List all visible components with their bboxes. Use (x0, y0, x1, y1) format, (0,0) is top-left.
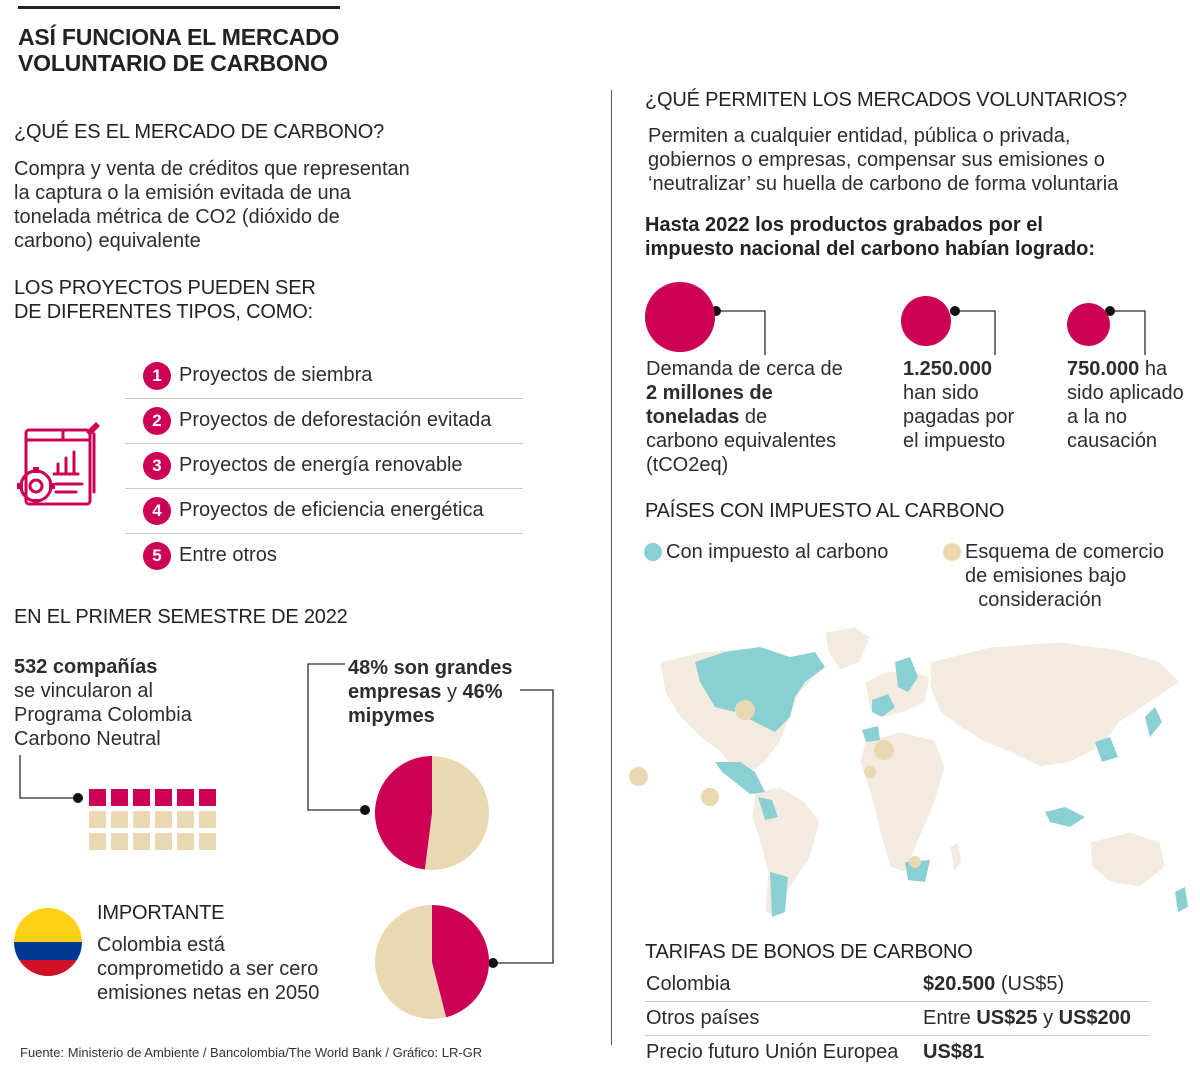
permiten-heading: ¿QUÉ PERMITEN LOS MERCADOS VOLUNTARIOS? (645, 89, 1127, 111)
grid-square (89, 789, 106, 806)
pie-mipymes (375, 905, 490, 1019)
list-number: 1 (143, 362, 171, 390)
hasta-heading: Hasta 2022 los productos grabados por el… (645, 214, 1096, 260)
grid-square (111, 833, 128, 850)
grid-square (199, 789, 216, 806)
list-label: Proyectos de eficiencia energética (179, 499, 484, 521)
pie-caption: 48% son grandes empresas y 46% mipymes (348, 657, 513, 727)
grid-square (199, 811, 216, 828)
legend-label-tax: Con impuesto al carbono (666, 541, 889, 563)
table-cell-value: Entre US$25 y US$200 (923, 1007, 1131, 1029)
grid-square (89, 833, 106, 850)
pie2-slice-value (432, 905, 490, 1018)
table-cell-value: $20.500 (US$5) (923, 973, 1065, 995)
list-label: Proyectos de energía renovable (179, 454, 463, 476)
map-marker-hawaii (629, 767, 648, 786)
list-number: 3 (143, 452, 171, 480)
bubble-small (1067, 303, 1110, 346)
list-item: 4 Proyectos de eficiencia energética (125, 489, 523, 534)
importante-text: Colombia está comprometido a ser cero em… (97, 934, 320, 1004)
list-label: Proyectos de siembra (179, 364, 373, 386)
pie1-slice-value (375, 756, 432, 870)
legend-swatch-scheme (943, 543, 961, 561)
list-number: 2 (143, 407, 171, 435)
grid-square (155, 811, 172, 828)
table-row: Precio futuro Unión Europea US$81 (645, 1036, 1150, 1069)
colombia-flag-icon (14, 908, 82, 976)
source-note: Fuente: Ministerio de Ambiente / Bancolo… (20, 1045, 483, 1060)
companies-text: 532 compañías se vincularon al Programa … (14, 656, 192, 750)
bubble-large (645, 282, 715, 352)
table-row: Otros países Entre US$25 y US$200 (645, 1002, 1150, 1036)
grid-square (111, 811, 128, 828)
grid-square (177, 811, 194, 828)
list-item: 5 Entre otros (125, 534, 523, 578)
page-title: ASÍ FUNCIONA EL MERCADO VOLUNTARIO DE CA… (18, 24, 340, 76)
stat-pagadas: 1.250.000 han sido pagadas por el impues… (903, 358, 1015, 452)
legend-label-scheme: Esquema de comercio de emisiones bajo co… (965, 541, 1164, 611)
grid-square (155, 833, 172, 850)
grid-square (133, 789, 150, 806)
tarifas-heading: TARIFAS DE BONOS DE CARBONO (645, 941, 973, 963)
paises-heading: PAÍSES CON IMPUESTO AL CARBONO (645, 500, 1005, 522)
table-cell-label: Colombia (646, 973, 731, 995)
table-cell-label: Precio futuro Unión Europea (646, 1041, 899, 1063)
grid-square (111, 789, 128, 806)
list-item: 3 Proyectos de energía renovable (125, 444, 523, 489)
list-item: 1 Proyectos de siembra (125, 354, 523, 399)
grid-square (199, 833, 216, 850)
que-es-text: Compra y venta de créditos que represent… (14, 158, 410, 252)
list-label: Entre otros (179, 544, 277, 566)
world-map-icon (659, 626, 1188, 918)
business-report-gear-icon (17, 422, 100, 506)
grid-square (133, 811, 150, 828)
list-number: 5 (143, 542, 171, 570)
table-cell-label: Otros países (646, 1007, 760, 1029)
list-item: 2 Proyectos de deforestación evitada (125, 399, 523, 444)
grid-square (177, 789, 194, 806)
que-es-heading: ¿QUÉ ES EL MERCADO DE CARBONO? (14, 121, 384, 143)
grid-square (89, 811, 106, 828)
proyectos-heading: LOS PROYECTOS PUEDEN SER DE DIFERENTES T… (14, 277, 316, 323)
pie-grandes-empresas (375, 756, 489, 870)
grid-square (133, 833, 150, 850)
list-label: Proyectos de deforestación evitada (179, 409, 492, 431)
stat-no-causacion: 750.000 ha sido aplicado a la no causaci… (1067, 358, 1184, 452)
table-cell-value: US$81 (923, 1041, 985, 1063)
legend-swatch-tax (644, 543, 662, 561)
semestre-heading: EN EL PRIMER SEMESTRE DE 2022 (14, 606, 348, 628)
grid-square (155, 789, 172, 806)
list-number: 4 (143, 497, 171, 525)
permiten-text: Permiten a cualquier entidad, pública o … (648, 125, 1119, 195)
stat-demanda: Demanda de cerca de 2 millones de tonela… (646, 358, 843, 476)
column-divider (611, 90, 612, 1045)
title-rule (18, 6, 340, 9)
importante-heading: IMPORTANTE (97, 902, 225, 924)
bubble-medium (901, 296, 951, 346)
grid-square (177, 833, 194, 850)
table-row: Colombia $20.500 (US$5) (645, 968, 1150, 1002)
